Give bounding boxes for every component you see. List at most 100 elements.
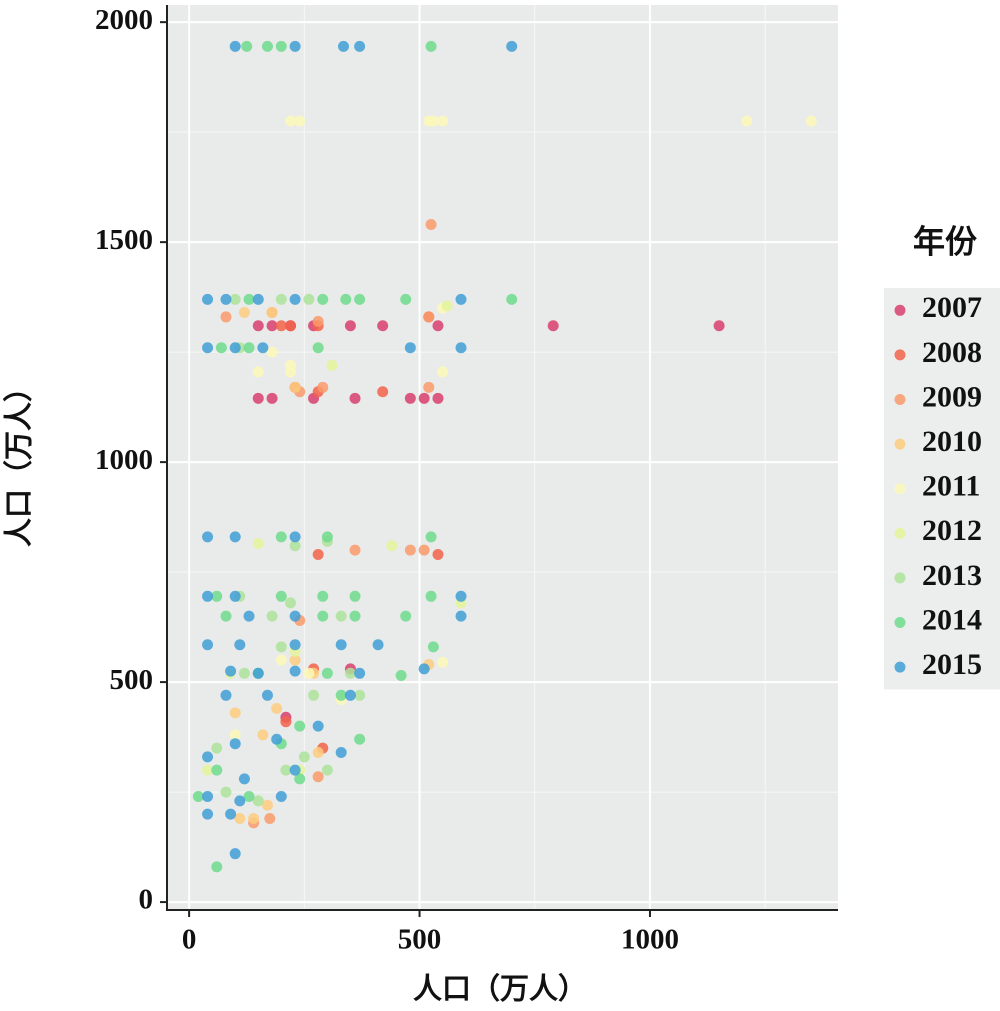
x-tick-label: 0 bbox=[182, 924, 197, 956]
point bbox=[202, 293, 214, 305]
legend-key bbox=[894, 483, 906, 495]
point bbox=[243, 790, 255, 802]
legend-key bbox=[894, 438, 906, 450]
point bbox=[404, 544, 416, 556]
point bbox=[312, 746, 324, 758]
point bbox=[285, 320, 297, 332]
point bbox=[321, 667, 333, 679]
point bbox=[289, 654, 301, 666]
axis-frame bbox=[166, 5, 838, 911]
point bbox=[326, 359, 338, 371]
legend-label: 2013 bbox=[922, 559, 982, 592]
point bbox=[432, 549, 444, 561]
point bbox=[238, 667, 250, 679]
legend-label: 2007 bbox=[922, 291, 982, 324]
point bbox=[425, 219, 437, 231]
point bbox=[229, 848, 241, 860]
point bbox=[252, 538, 264, 550]
point bbox=[289, 764, 301, 776]
point bbox=[335, 610, 347, 622]
legend-label: 2008 bbox=[922, 336, 982, 369]
point bbox=[294, 773, 306, 785]
point bbox=[340, 293, 352, 305]
point bbox=[547, 320, 559, 332]
point bbox=[243, 293, 255, 305]
point bbox=[238, 307, 250, 319]
point bbox=[294, 115, 306, 127]
point bbox=[805, 115, 817, 127]
point bbox=[418, 392, 430, 404]
point bbox=[289, 293, 301, 305]
point bbox=[289, 531, 301, 543]
point bbox=[220, 610, 232, 622]
point bbox=[243, 610, 255, 622]
point bbox=[427, 641, 439, 653]
legend-key bbox=[894, 572, 906, 584]
legend-key bbox=[894, 304, 906, 316]
point bbox=[298, 751, 310, 763]
point bbox=[220, 689, 232, 701]
point bbox=[202, 590, 214, 602]
point bbox=[425, 590, 437, 602]
point bbox=[252, 667, 264, 679]
point bbox=[266, 320, 278, 332]
point bbox=[229, 531, 241, 543]
point bbox=[211, 590, 223, 602]
point bbox=[455, 293, 467, 305]
point bbox=[349, 544, 361, 556]
point bbox=[202, 808, 214, 820]
y-axis-label: 人口（万人） bbox=[3, 373, 36, 547]
point bbox=[312, 549, 324, 561]
point bbox=[261, 799, 273, 811]
point bbox=[344, 689, 356, 701]
point bbox=[400, 293, 412, 305]
point bbox=[294, 720, 306, 732]
y-tick-label: 0 bbox=[139, 884, 154, 916]
point bbox=[317, 610, 329, 622]
point bbox=[229, 707, 241, 719]
point bbox=[395, 670, 407, 682]
point bbox=[275, 790, 287, 802]
point bbox=[349, 590, 361, 602]
point bbox=[344, 320, 356, 332]
point bbox=[229, 738, 241, 750]
point bbox=[275, 654, 287, 666]
point bbox=[418, 663, 430, 675]
x-axis-label: 人口（万人） bbox=[413, 973, 587, 1006]
point bbox=[312, 720, 324, 732]
point bbox=[404, 342, 416, 354]
point bbox=[275, 531, 287, 543]
point bbox=[234, 795, 246, 807]
point bbox=[349, 610, 361, 622]
point bbox=[271, 702, 283, 714]
point bbox=[354, 689, 366, 701]
point bbox=[275, 641, 287, 653]
point bbox=[229, 590, 241, 602]
point bbox=[261, 689, 273, 701]
point bbox=[432, 392, 444, 404]
point bbox=[202, 639, 214, 651]
point bbox=[308, 689, 320, 701]
point bbox=[252, 366, 264, 378]
point bbox=[202, 342, 214, 354]
point bbox=[289, 40, 301, 52]
point bbox=[423, 311, 435, 323]
point bbox=[289, 381, 301, 393]
point bbox=[280, 764, 292, 776]
x-tick-label: 1000 bbox=[621, 924, 679, 956]
point bbox=[271, 733, 283, 745]
point bbox=[257, 729, 269, 741]
point bbox=[225, 665, 237, 677]
point bbox=[317, 590, 329, 602]
point bbox=[243, 342, 255, 354]
point bbox=[335, 639, 347, 651]
legend-label: 2012 bbox=[922, 514, 982, 547]
point bbox=[266, 392, 278, 404]
point bbox=[335, 746, 347, 758]
point bbox=[234, 639, 246, 651]
point bbox=[432, 320, 444, 332]
point bbox=[312, 771, 324, 783]
point bbox=[285, 359, 297, 371]
point bbox=[280, 716, 292, 728]
